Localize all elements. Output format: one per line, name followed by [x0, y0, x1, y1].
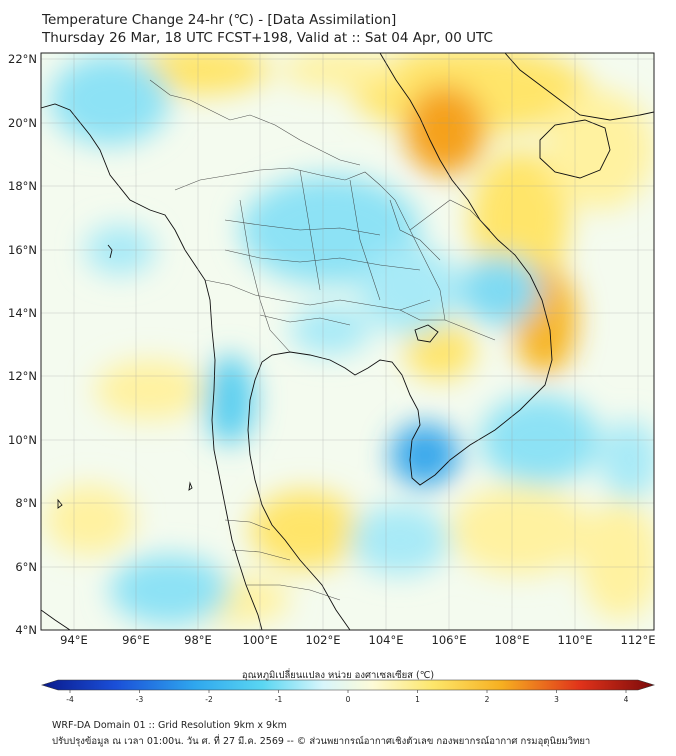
colorbar-label: อุณหภูมิเปลี่ยนแปลง หน่วย องศาเซลเซียส (… — [241, 670, 435, 681]
colorbar-ticks: -4 -3 -2 -1 0 1 2 3 4 — [66, 690, 629, 704]
border-country — [204, 279, 431, 311]
field-cold — [205, 355, 255, 445]
lat-tick-label: 6°N — [15, 560, 37, 574]
border-country — [409, 199, 491, 231]
field-cold — [240, 175, 420, 285]
field-cold — [360, 245, 460, 335]
border-country — [224, 249, 421, 271]
field-cold — [350, 505, 450, 575]
colorbar-tick-label: -1 — [275, 695, 283, 704]
field-warm — [405, 320, 475, 380]
coastlines — [41, 53, 654, 630]
field-warm — [450, 485, 590, 575]
lat-tick-label: 22°N — [8, 52, 37, 66]
coast-island-2 — [188, 481, 193, 491]
field-warm — [470, 150, 570, 290]
border-country — [239, 199, 291, 353]
longitude-axis: 94°E 96°E 98°E 100°E 102°E 104°E 106°E 1… — [60, 633, 655, 647]
lat-tick-label: 18°N — [8, 179, 37, 193]
border-country — [174, 167, 446, 321]
lat-tick-label: 10°N — [8, 433, 37, 447]
province-borders — [149, 79, 496, 601]
coast-gulf-of-thailand — [247, 53, 553, 630]
lon-tick-label: 106°E — [432, 633, 467, 647]
colorbar: -4 -3 -2 -1 0 1 2 3 4 — [40, 679, 656, 704]
coast-sumatra-tip — [41, 609, 71, 630]
lon-tick-label: 94°E — [60, 633, 88, 647]
graticule — [41, 53, 654, 630]
border-country — [259, 314, 351, 326]
field-warm — [545, 90, 654, 210]
field-cold-strong — [390, 423, 460, 487]
map-frame — [40, 52, 655, 631]
coast-south-china — [504, 53, 654, 121]
colorbar-tick-label: -2 — [205, 695, 213, 704]
field-cold — [290, 305, 370, 355]
map-field — [41, 53, 654, 630]
footer-model-info: WRF-DA Domain 01 :: Grid Resolution 9km … — [52, 720, 287, 731]
field-cold — [110, 555, 230, 625]
lon-tick-label: 104°E — [369, 633, 404, 647]
border-country — [246, 584, 341, 601]
lat-tick-label: 20°N — [8, 116, 37, 130]
lon-tick-label: 96°E — [122, 633, 150, 647]
map-subtitle: Thursday 26 Mar, 18 UTC FCST+198, Valid … — [42, 30, 493, 46]
lon-tick-label: 108°E — [495, 633, 530, 647]
coast-mainland-west — [41, 103, 263, 630]
field-warm — [250, 490, 360, 570]
field-blobs — [45, 53, 654, 625]
lon-tick-label: 100°E — [243, 633, 278, 647]
colorbar-tick-label: 4 — [624, 695, 629, 704]
lat-tick-label: 8°N — [15, 496, 37, 510]
colorbar-tick-label: 1 — [415, 695, 420, 704]
colorbar-tick-label: -4 — [66, 695, 74, 704]
border-country — [399, 309, 496, 341]
colorbar-tick-label: 2 — [485, 695, 490, 704]
border-country — [149, 79, 211, 111]
field-cold — [50, 55, 170, 145]
field-warm-strong — [405, 85, 485, 175]
lat-tick-label: 4°N — [15, 623, 37, 637]
border-country — [224, 219, 381, 236]
colorbar-tick-label: -3 — [136, 695, 144, 704]
border-country — [224, 519, 271, 531]
coast-island-1 — [57, 498, 63, 509]
lat-tick-label: 16°N — [8, 243, 37, 257]
colorbar-bar — [40, 679, 656, 691]
border-country — [349, 179, 381, 301]
lat-tick-label: 12°N — [8, 369, 37, 383]
coast-hainan — [539, 119, 611, 179]
coast-lake-tonle-sap — [414, 324, 439, 343]
lon-tick-label: 112°E — [621, 633, 656, 647]
field-cold — [600, 420, 654, 500]
footer-credit: ปรับปรุงข้อมูล ณ เวลา 01:00น. วัน ศ. ที่… — [52, 736, 591, 747]
colorbar-tick-label: 0 — [346, 695, 351, 704]
map-title: Temperature Change 24-hr (℃) - [Data Ass… — [42, 12, 397, 28]
lon-tick-label: 110°E — [558, 633, 593, 647]
border-country — [299, 169, 321, 291]
field-warm — [280, 53, 400, 90]
latitude-axis: 22°N 20°N 18°N 16°N 14°N 12°N 10°N 8°N 6… — [8, 52, 37, 637]
lat-tick-label: 14°N — [8, 306, 37, 320]
colorbar-tick-label: 3 — [554, 695, 559, 704]
lon-tick-label: 98°E — [184, 633, 212, 647]
lon-tick-label: 102°E — [306, 633, 341, 647]
field-warm — [580, 500, 654, 620]
field-warm — [45, 485, 135, 555]
border-country — [209, 109, 301, 141]
field-warm — [95, 360, 205, 420]
field-cold — [460, 255, 540, 325]
border-country — [299, 139, 361, 166]
